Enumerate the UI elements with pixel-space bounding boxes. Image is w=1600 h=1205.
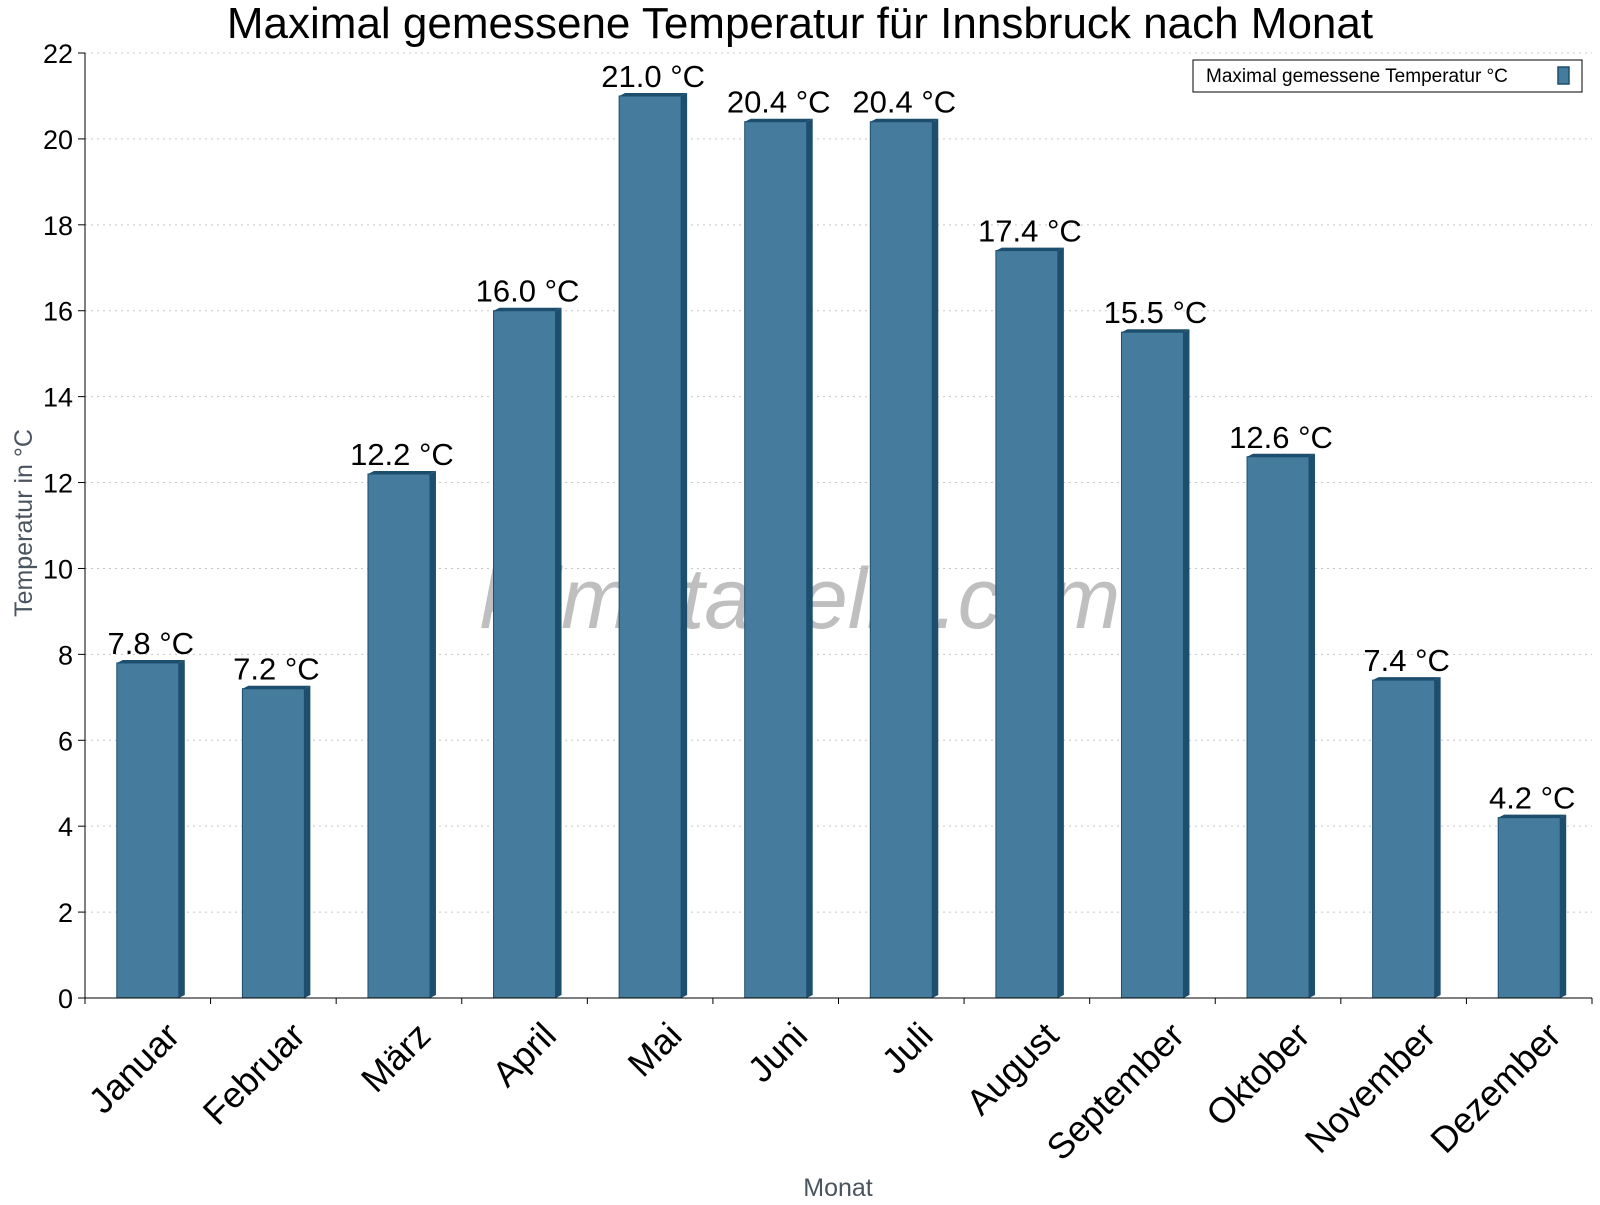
bar-side xyxy=(1183,329,1190,998)
bar-top xyxy=(744,118,813,122)
data-label: 7.4 °C xyxy=(1363,643,1450,678)
bar xyxy=(1372,677,1441,999)
legend-box xyxy=(1192,59,1583,93)
bar-front xyxy=(869,121,933,999)
bar-side xyxy=(681,92,688,999)
data-label: 17.4 °C xyxy=(978,214,1082,249)
legend-swatch xyxy=(1557,66,1570,85)
x-tick-label: Juli xyxy=(874,1014,941,1081)
y-axis-label: Temperatur in °C xyxy=(10,429,38,617)
y-tick-label: 4 xyxy=(58,812,73,842)
bar-side xyxy=(1057,247,1064,998)
bar-front xyxy=(1120,331,1184,999)
x-tick-label: Februar xyxy=(195,1014,313,1132)
bar-side xyxy=(304,685,311,998)
bar-top xyxy=(1372,677,1441,681)
y-tick-label: 18 xyxy=(43,211,73,241)
bar-side xyxy=(178,659,185,998)
chart-title: Maximal gemessene Temperatur für Innsbru… xyxy=(227,0,1373,48)
bar-side xyxy=(932,118,939,998)
data-label: 15.5 °C xyxy=(1104,295,1208,330)
bar xyxy=(744,118,813,999)
y-tick-label: 0 xyxy=(58,984,73,1014)
x-tick-label: September xyxy=(1038,1014,1192,1168)
x-tick-label: November xyxy=(1297,1014,1443,1160)
bar-side xyxy=(1434,677,1441,998)
bar-top xyxy=(493,307,562,311)
bar-front xyxy=(493,310,557,999)
bar-side xyxy=(806,118,813,998)
x-tick-label: August xyxy=(958,1014,1066,1122)
bar-side xyxy=(429,470,436,998)
y-tick-label: 6 xyxy=(58,726,73,756)
bar xyxy=(116,659,185,999)
bars xyxy=(116,92,1567,999)
bar-top xyxy=(1498,814,1567,818)
x-tick-label: März xyxy=(353,1014,439,1100)
bar-top xyxy=(1247,453,1316,457)
bar-front xyxy=(241,688,305,999)
bar xyxy=(367,470,436,999)
data-label: 4.2 °C xyxy=(1489,781,1576,816)
data-label: 7.8 °C xyxy=(108,626,195,661)
y-tick-label: 12 xyxy=(43,469,73,499)
bar-top xyxy=(619,92,688,96)
bar-side xyxy=(1309,453,1316,999)
bar-side xyxy=(555,307,562,998)
bar-top xyxy=(870,118,939,122)
bar-front xyxy=(995,250,1059,999)
data-label: 7.2 °C xyxy=(233,652,320,687)
y-tick-label: 10 xyxy=(43,554,73,584)
bar-front xyxy=(1246,456,1310,999)
bar xyxy=(869,118,939,999)
data-label: 16.0 °C xyxy=(476,274,580,309)
bar-top xyxy=(242,685,311,689)
x-tick-label: Juni xyxy=(739,1014,815,1090)
data-label: 12.6 °C xyxy=(1229,420,1333,455)
bar-front xyxy=(618,95,682,999)
y-tick-label: 20 xyxy=(43,125,73,155)
bar-side xyxy=(1560,814,1567,998)
x-tick-label: Oktober xyxy=(1198,1014,1318,1134)
bar-top xyxy=(995,247,1064,251)
data-labels: 7.8 °C 7.2 °C 12.2 °C 16.0 °C 21.0 °C 20.4 °C… xyxy=(108,59,1576,816)
bar xyxy=(1497,814,1567,999)
bar xyxy=(1120,329,1190,999)
x-tick-label: April xyxy=(484,1014,564,1094)
data-label: 12.2 °C xyxy=(350,437,454,472)
x-axis-label: Monat xyxy=(803,1174,873,1200)
bar-front xyxy=(116,662,180,999)
bar-top xyxy=(1121,329,1190,333)
bar-front xyxy=(1372,679,1436,999)
legend-label: Maximal gemessene Temperatur °C xyxy=(1206,66,1508,87)
grid-lines xyxy=(85,52,1592,913)
y-tick-label: 2 xyxy=(58,898,73,928)
bar xyxy=(618,92,688,999)
bar-front xyxy=(1497,817,1561,999)
data-label: 20.4 °C xyxy=(852,85,956,120)
bar xyxy=(493,307,562,999)
bar-top xyxy=(367,470,436,474)
bar xyxy=(241,685,311,999)
x-tick-label: Mai xyxy=(620,1014,690,1084)
y-tick-label: 8 xyxy=(58,640,73,670)
data-label: 21.0 °C xyxy=(601,59,705,94)
x-tick-label: Dezember xyxy=(1422,1014,1568,1160)
bar xyxy=(1246,453,1316,999)
data-label: 20.4 °C xyxy=(727,85,831,120)
bar-front xyxy=(744,121,808,999)
bar-top xyxy=(116,659,185,663)
bar xyxy=(995,247,1064,999)
y-tick-label: 22 xyxy=(43,39,73,69)
bar-front xyxy=(367,473,431,999)
x-tick-label: Januar xyxy=(80,1014,187,1121)
y-tick-label: 16 xyxy=(43,297,73,327)
legend: Maximal gemessene Temperatur °C xyxy=(1192,59,1583,93)
y-tick-label: 14 xyxy=(43,383,73,413)
